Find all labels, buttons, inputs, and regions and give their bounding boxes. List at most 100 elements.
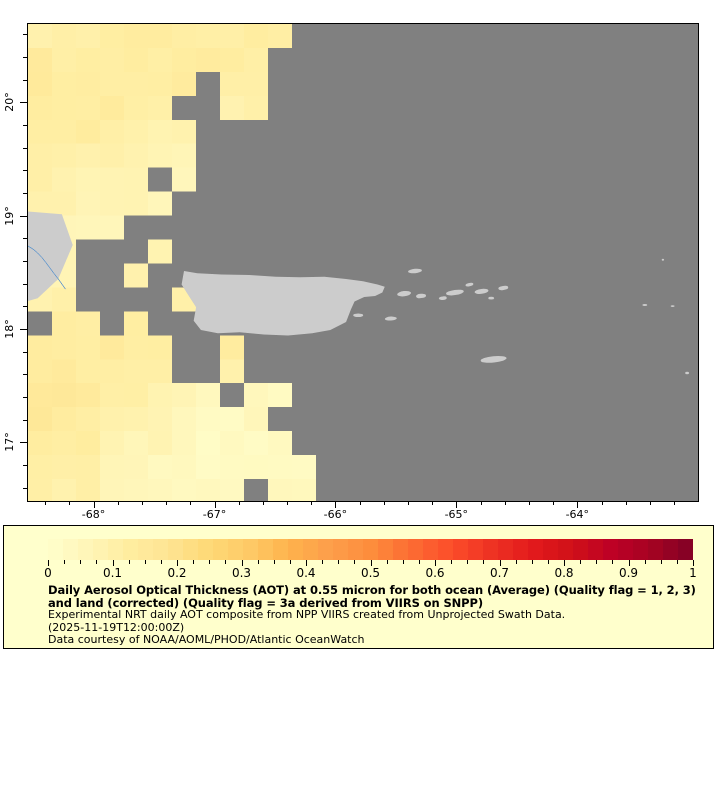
colorbar-cell	[588, 539, 603, 560]
colorbar-tick-minor	[354, 560, 356, 564]
y-tick-minor	[23, 34, 27, 36]
colorbar-tick-minor	[451, 560, 453, 564]
colorbar-tick-major	[48, 560, 49, 566]
colorbar-tick-minor	[467, 560, 469, 564]
x-tick-label: -67°	[202, 508, 227, 521]
y-tick-minor	[23, 351, 27, 353]
x-tick-label: -64°	[565, 508, 590, 521]
x-tick-minor	[359, 501, 361, 505]
colorbar-cell	[468, 539, 483, 560]
colorbar-tick-minor	[193, 560, 195, 564]
colorbar-cell	[123, 539, 138, 560]
colorbar-cell	[423, 539, 438, 560]
x-tick-minor	[528, 501, 530, 505]
colorbar-cell	[393, 539, 408, 560]
x-tick-label: -65°	[444, 508, 469, 521]
colorbar-cell	[513, 539, 528, 560]
colorbar-tick-minor	[644, 560, 646, 564]
colorbar-cell	[528, 539, 543, 560]
x-tick-label: -66°	[323, 508, 348, 521]
colorbar-cell	[63, 539, 78, 560]
colorbar-cell	[318, 539, 333, 560]
map-figure: -68° -67° -66° -65° -64° 20° 19° 18° 17°	[3, 23, 699, 521]
colorbar-tick-minor	[660, 560, 662, 564]
x-tick-minor	[45, 501, 47, 505]
colorbar-cell	[678, 539, 693, 560]
x-tick-minor	[674, 501, 675, 505]
y-tick-minor	[23, 306, 27, 308]
x-tick-major	[335, 501, 337, 508]
colorbar-cell	[348, 539, 363, 560]
colorbar[interactable]	[48, 539, 693, 560]
colorbar-cell	[213, 539, 228, 560]
y-tick-minor	[23, 464, 27, 466]
x-tick-minor	[625, 501, 627, 505]
y-tick-label: 17°	[3, 432, 16, 452]
x-tick-minor	[262, 501, 264, 505]
y-tick-minor	[23, 396, 27, 398]
colorbar-cell	[453, 539, 468, 560]
x-tick-label: -68°	[81, 508, 106, 521]
colorbar-cell	[288, 539, 303, 560]
colorbar-tick-major	[306, 560, 307, 566]
colorbar-cell	[633, 539, 648, 560]
x-tick-minor	[287, 501, 288, 505]
colorbar-tick-major	[370, 560, 372, 566]
colorbar-cell	[333, 539, 348, 560]
legend-panel: 0 0.1 0.2 0.3 0.4 0.5 0.6 0.7 0.8 0.9 1 Daily Aero…	[3, 525, 714, 649]
colorbar-tick-minor	[515, 560, 517, 564]
y-tick-minor	[23, 57, 27, 58]
colorbar-cell	[303, 539, 318, 560]
colorbar-tick-minor	[418, 560, 420, 564]
colorbar-tick-minor	[64, 560, 66, 564]
x-tick-minor	[141, 501, 143, 505]
x-tick-minor	[504, 501, 506, 505]
colorbar-cell	[48, 539, 63, 560]
legend-subtitle-line-1: (2025-11-19T12:00:00Z)	[48, 620, 185, 634]
colorbar-tick-label: 0.1	[102, 566, 123, 580]
colorbar-cell	[363, 539, 378, 560]
colorbar-cell	[183, 539, 198, 560]
colorbar-tick-label: 0	[44, 566, 52, 580]
colorbar-cell	[573, 539, 588, 560]
colorbar-cell	[273, 539, 288, 560]
colorbar-tick-major	[564, 560, 565, 566]
x-tick-minor	[238, 501, 240, 505]
colorbar-tick-label: 0.8	[554, 566, 574, 580]
x-tick-minor	[601, 501, 603, 505]
colorbar-tick-label: 0.7	[489, 566, 510, 580]
colorbar-cell	[618, 539, 633, 560]
legend-title: Daily Aerosol Optical Thickness (AOT) at…	[48, 583, 696, 610]
colorbar-cell	[543, 539, 558, 560]
colorbar-tick-major	[177, 560, 178, 566]
colorbar-cell	[498, 539, 513, 560]
colorbar-tick-minor	[273, 560, 275, 564]
y-tick-minor	[23, 238, 27, 240]
colorbar-cell	[378, 539, 393, 560]
colorbar-tick-minor	[402, 560, 404, 564]
colorbar-cell	[558, 539, 573, 560]
x-tick-major	[456, 501, 458, 508]
colorbar-tick-label: 0.3	[231, 566, 252, 580]
colorbar-tick-minor	[257, 560, 259, 564]
colorbar-tick-minor	[160, 560, 162, 564]
y-tick-minor	[23, 374, 27, 376]
colorbar-cell	[648, 539, 663, 560]
colorbar-cell	[198, 539, 213, 560]
colorbar-tick-major	[628, 560, 630, 566]
map-plot-area[interactable]	[27, 23, 699, 502]
colorbar-cell	[153, 539, 168, 560]
y-tick-minor	[23, 487, 27, 489]
x-tick-major	[93, 501, 95, 508]
x-tick-minor	[69, 501, 71, 505]
colorbar-tick-minor	[209, 560, 211, 564]
colorbar-cell	[603, 539, 618, 560]
colorbar-tick-label: 0.5	[360, 566, 381, 580]
colorbar-tick-minor	[80, 560, 82, 564]
x-tick-minor	[480, 501, 482, 505]
colorbar-tick-minor	[547, 560, 549, 564]
colorbar-tick-minor	[580, 560, 582, 564]
colorbar-cell	[438, 539, 453, 560]
colorbar-cell	[168, 539, 183, 560]
colorbar-tick-major	[693, 560, 694, 566]
